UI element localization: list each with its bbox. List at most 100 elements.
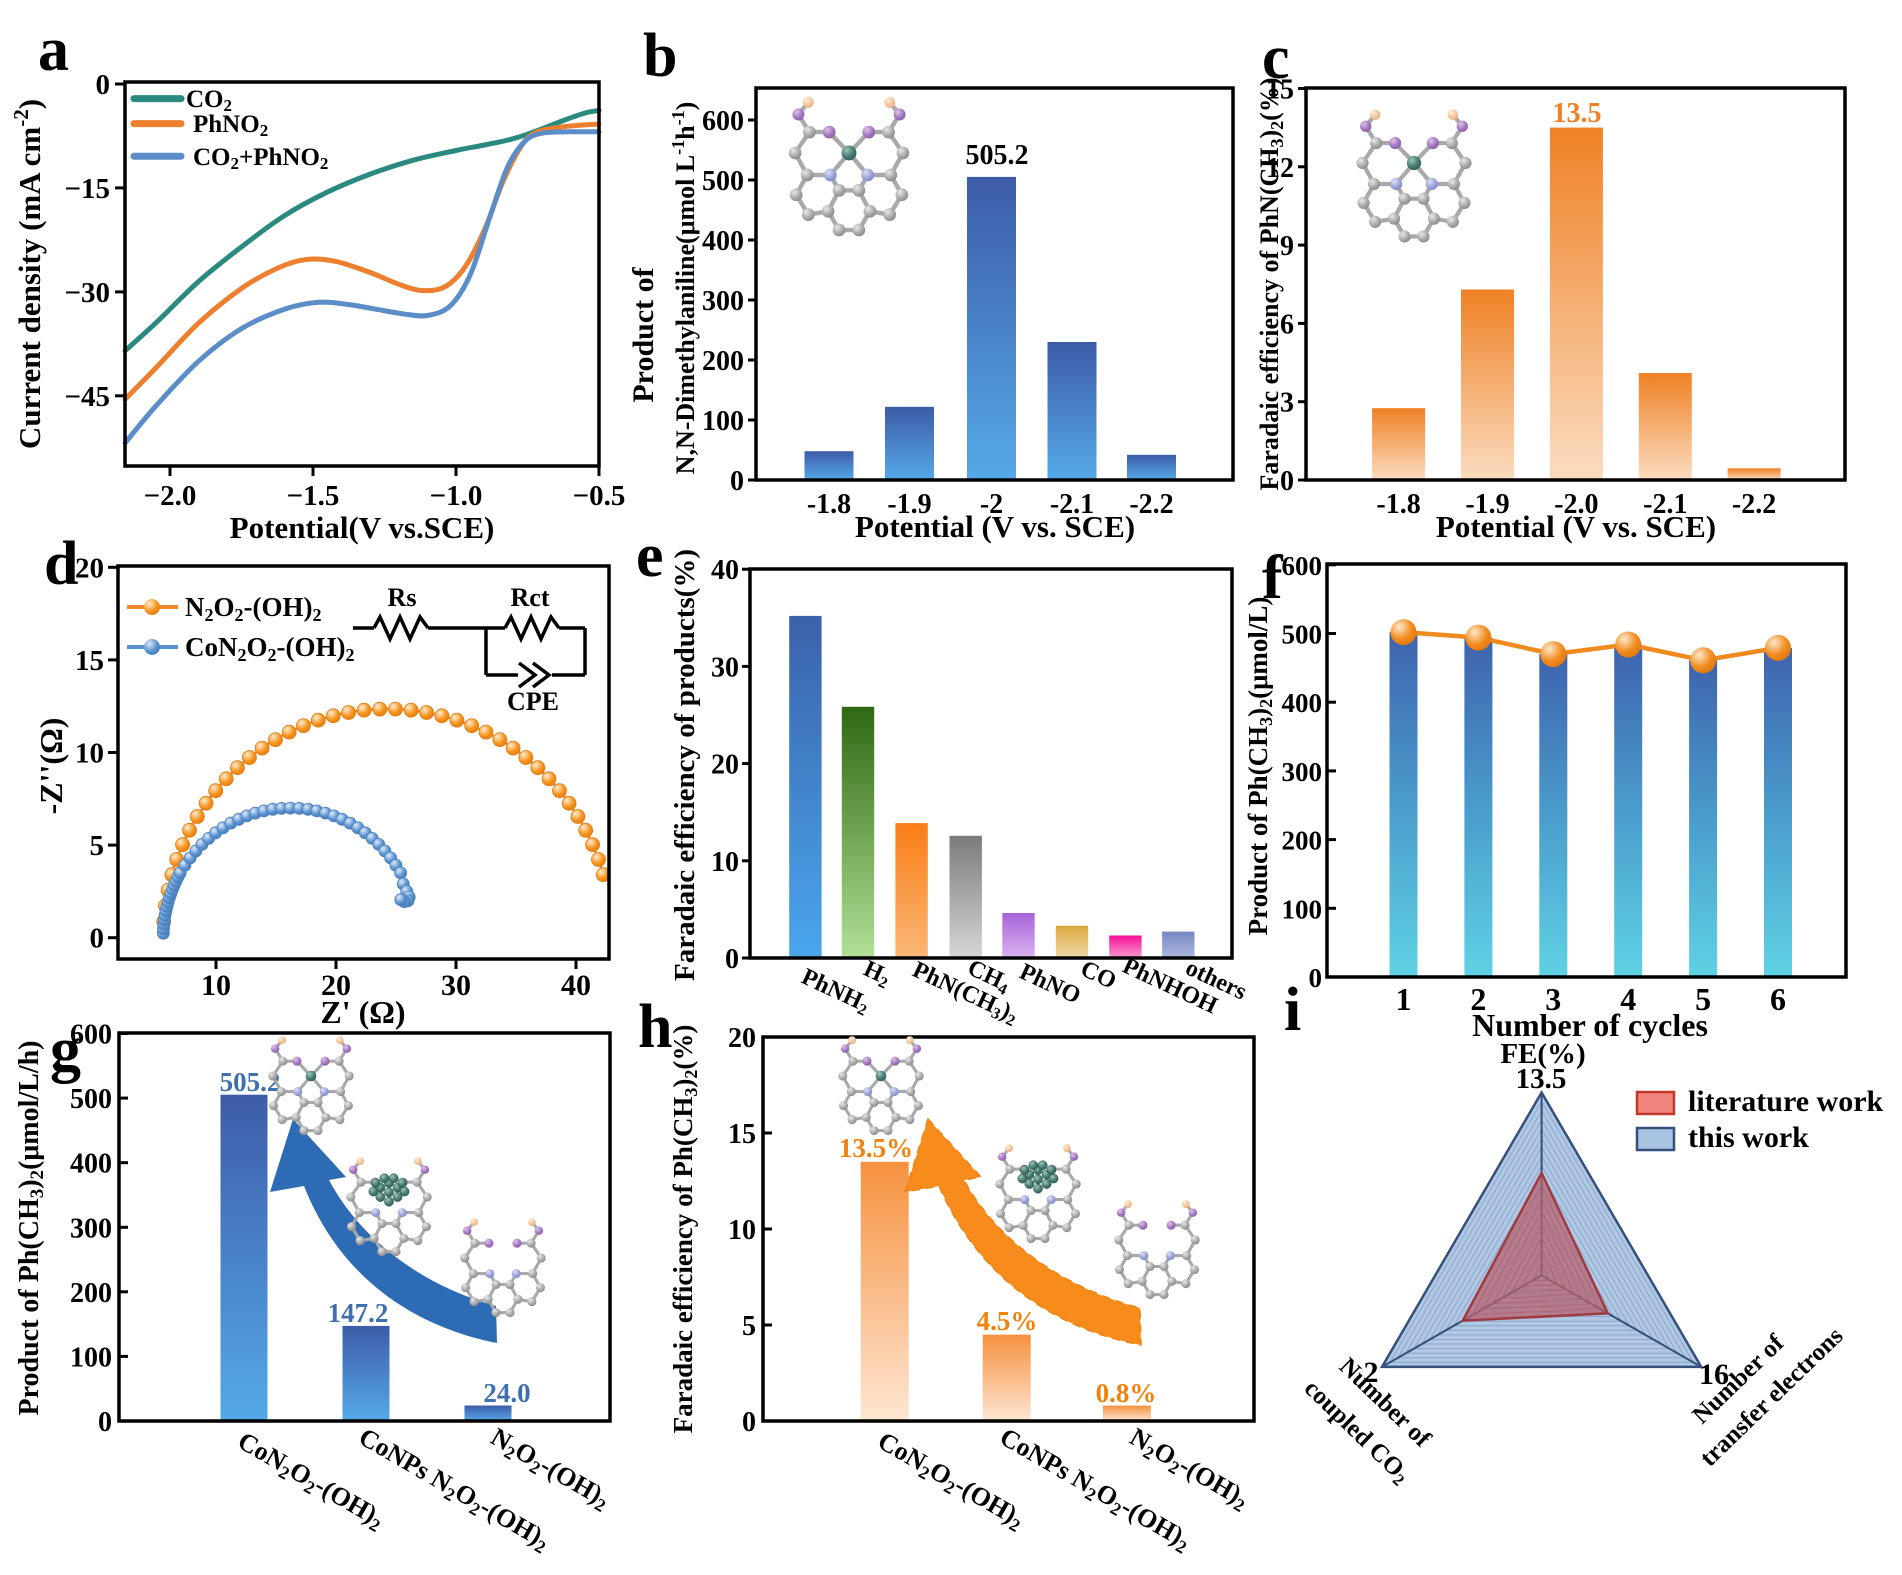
svg-text:5: 5 [1695,981,1711,1017]
svg-text:−15: −15 [64,173,110,205]
svg-text:100: 100 [1282,894,1323,924]
svg-text:500: 500 [702,166,744,197]
svg-text:Product of: Product of [627,266,660,402]
svg-text:400: 400 [70,1149,112,1180]
svg-text:500: 500 [70,1084,112,1115]
svg-text:0.8%: 0.8% [1096,1378,1157,1408]
svg-text:−1.5: −1.5 [287,480,340,512]
svg-text:20: 20 [321,969,351,1002]
svg-text:300: 300 [1282,757,1323,787]
svg-text:3: 3 [1545,981,1561,1017]
svg-text:-Z''(Ω): -Z''(Ω) [33,718,69,815]
svg-text:400: 400 [702,226,744,257]
svg-text:-2.1: -2.1 [1050,489,1094,520]
svg-text:0: 0 [1280,466,1294,497]
svg-text:2: 2 [1470,981,1486,1017]
svg-text:e: e [636,522,664,590]
svg-text:10: 10 [201,969,231,1002]
svg-text:300: 300 [702,286,744,317]
svg-text:Product of Ph(CH3​)2​(μmol/L): Product of Ph(CH3​)2​(μmol/L) [1243,597,1276,936]
svg-text:20: 20 [711,750,739,781]
svg-text:10: 10 [75,738,104,770]
svg-text:20: 20 [75,552,104,584]
svg-text:−1.0: −1.0 [430,480,483,512]
svg-text:505.2: 505.2 [966,140,1029,171]
svg-text:CO2​+PhNO2​: CO2​+PhNO2​ [193,144,328,173]
svg-text:100: 100 [702,406,744,437]
svg-text:-1.9: -1.9 [887,489,931,520]
svg-text:Potential(V vs.SCE): Potential(V vs.SCE) [230,510,495,545]
svg-text:2: 2 [1364,1356,1379,1389]
svg-text:13.5: 13.5 [1553,98,1602,129]
svg-text:40: 40 [711,555,739,586]
svg-text:12: 12 [1266,153,1294,184]
svg-text:6: 6 [1770,981,1786,1017]
svg-text:147.2: 147.2 [328,1298,389,1328]
svg-text:Rs: Rs [388,583,417,612]
svg-text:Faradaic efficiency of Ph(CH3​: Faradaic efficiency of Ph(CH3​)2​(%) [668,1025,701,1434]
svg-text:0: 0 [730,466,744,497]
svg-text:−0.5: −0.5 [573,480,626,512]
svg-text:i: i [1284,976,1301,1044]
svg-text:15: 15 [75,645,104,677]
svg-text:0: 0 [90,923,105,955]
svg-text:4.5%: 4.5% [977,1306,1038,1336]
svg-text:40: 40 [561,969,591,1002]
svg-text:600: 600 [70,1020,112,1051]
svg-text:Faradaic efficiency of PhN(CH3: Faradaic efficiency of PhN(CH3​)2​(%) [1255,78,1287,491]
svg-text:this work: this work [1688,1121,1809,1154]
svg-text:0: 0 [98,1407,112,1438]
svg-text:30: 30 [711,652,739,683]
svg-text:15: 15 [1266,75,1294,106]
svg-text:10: 10 [728,1215,756,1246]
svg-text:Current density (mA cm-2​): Current density (mA cm-2​) [9,99,47,449]
svg-text:g: g [50,1016,81,1084]
svg-text:505.2: 505.2 [220,1067,281,1097]
svg-text:200: 200 [70,1278,112,1309]
svg-text:600: 600 [702,106,744,137]
svg-text:Number of cycles: Number of cycles [1472,1007,1708,1043]
svg-text:5: 5 [90,830,105,862]
svg-text:0: 0 [725,944,739,975]
svg-text:10: 10 [711,847,739,878]
svg-text:3: 3 [1280,388,1294,419]
svg-text:Product of Ph(CH3​)2​(μmol/L/h: Product of Ph(CH3​)2​(μmol/L/h) [14,1040,48,1415]
svg-text:-2: -2 [980,489,1003,520]
svg-text:300: 300 [70,1213,112,1244]
svg-text:-2.2: -2.2 [1129,489,1173,520]
svg-text:Potential (V vs. SCE): Potential (V vs. SCE) [1436,509,1716,544]
svg-text:4: 4 [1620,981,1636,1017]
svg-text:1: 1 [1396,981,1412,1017]
svg-text:-1.8: -1.8 [1376,489,1420,520]
svg-text:−30: −30 [64,277,110,309]
svg-text:30: 30 [441,969,471,1002]
svg-text:Rct: Rct [511,583,550,612]
svg-text:Faradaic efficiency of product: Faradaic efficiency of products(%) [669,549,701,981]
svg-text:5: 5 [742,1311,756,1342]
svg-text:200: 200 [702,346,744,377]
svg-text:-2.1: -2.1 [1643,489,1687,520]
svg-text:-2.2: -2.2 [1732,489,1776,520]
svg-text:100: 100 [70,1342,112,1373]
svg-text:a: a [38,16,69,84]
svg-text:600: 600 [1282,551,1323,581]
svg-text:20: 20 [728,1023,756,1054]
svg-text:CPE: CPE [507,687,559,716]
svg-text:literature work: literature work [1688,1085,1884,1118]
svg-text:Z' (Ω): Z' (Ω) [320,994,405,1030]
svg-text:f: f [1262,544,1284,612]
svg-text:Potential (V vs. SCE): Potential (V vs. SCE) [855,509,1135,544]
svg-text:-1.8: -1.8 [807,489,851,520]
svg-text:200: 200 [1282,826,1323,856]
svg-text:h: h [638,993,672,1061]
svg-text:PhNO2​: PhNO2​ [193,111,268,140]
svg-text:13.5%: 13.5% [839,1133,913,1163]
svg-text:−45: −45 [64,381,110,413]
svg-text:b: b [643,22,677,90]
svg-text:15: 15 [728,1119,756,1150]
svg-text:0: 0 [742,1407,756,1438]
svg-text:d: d [44,530,78,598]
svg-text:-1.9: -1.9 [1465,489,1509,520]
svg-text:500: 500 [1282,620,1323,650]
svg-text:24.0: 24.0 [483,1378,530,1408]
